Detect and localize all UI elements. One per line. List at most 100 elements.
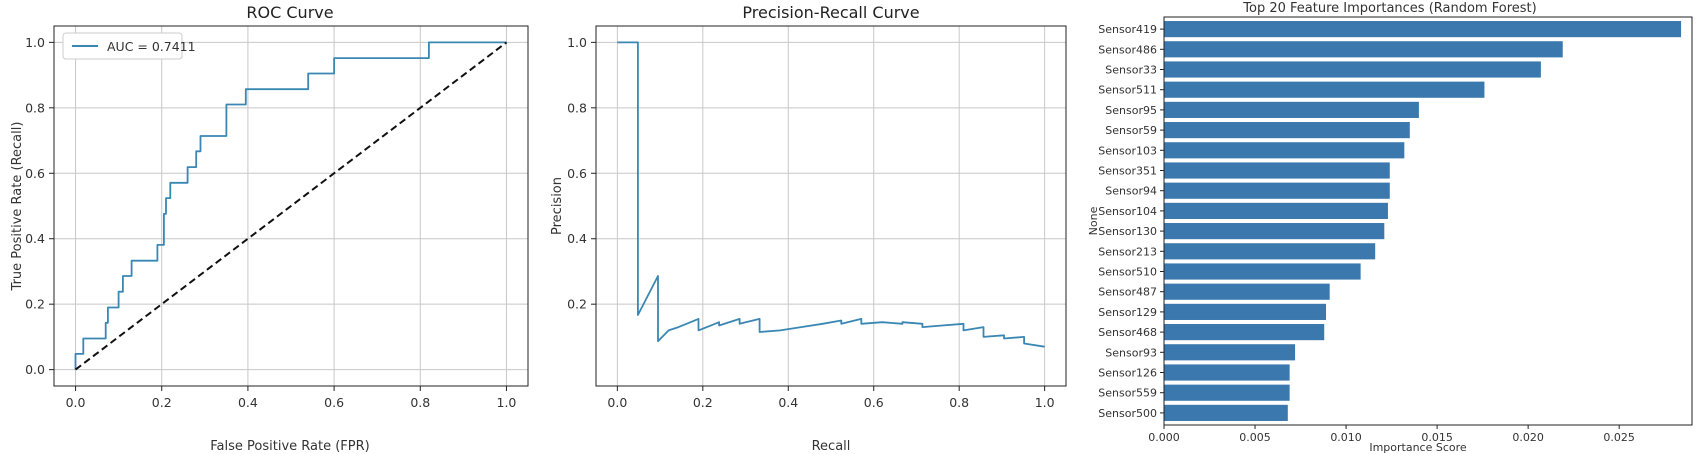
roc-legend-label: AUC = 0.7411	[107, 39, 196, 54]
roc-x-tick-label: 0.8	[410, 395, 430, 410]
pr-series-line	[617, 41, 1045, 348]
fi-x-tick-label: 0.010	[1330, 431, 1362, 444]
pr-x-ticks: 0.0 0.2 0.4 0.6 0.8 1.0	[607, 386, 1055, 410]
roc-chart-title: ROC Curve	[246, 3, 333, 22]
roc-x-axis-label: False Positive Rate (FPR)	[210, 439, 369, 454]
fi-category-label: Sensor510	[1098, 266, 1157, 279]
fi-bar	[1164, 364, 1290, 381]
pr-y-tick-label: 0.2	[567, 297, 587, 312]
fi-chart-title: Top 20 Feature Importances (Random Fores…	[1242, 1, 1536, 16]
roc-x-tick-label: 1.0	[497, 395, 517, 410]
roc-y-tick-label: 0.4	[25, 231, 45, 246]
roc-diagonal-reference-line	[74, 41, 508, 371]
fi-bar	[1164, 202, 1388, 219]
fi-bar	[1164, 384, 1290, 401]
fi-x-tick-label: 0.020	[1512, 431, 1544, 444]
fi-bar	[1164, 81, 1485, 98]
fi-category-label: Sensor33	[1105, 64, 1157, 77]
roc-x-tick-label: 0.0	[66, 395, 86, 410]
fi-category-label: Sensor103	[1098, 144, 1157, 157]
fi-bar	[1164, 142, 1405, 159]
roc-y-ticks: 0.0 0.2 0.4 0.6 0.8 1.0	[25, 35, 54, 377]
pr-x-axis-label: Recall	[812, 439, 851, 454]
roc-y-tick-label: 0.0	[25, 362, 45, 377]
fi-x-ticks: 0.000 0.005 0.010 0.015 0.020 0.025	[1148, 425, 1635, 444]
roc-legend-box	[62, 32, 183, 60]
fi-bar	[1164, 324, 1325, 341]
fi-x-tick-label: 0.000	[1148, 431, 1180, 444]
fi-category-label: Sensor213	[1098, 245, 1157, 258]
roc-y-axis-label: True Positive Rate (Recall)	[10, 122, 25, 292]
fi-y-axis-label: None	[1087, 206, 1100, 235]
pr-x-tick-label: 0.2	[693, 395, 713, 410]
pr-chart-title: Precision-Recall Curve	[742, 3, 919, 22]
roc-x-tick-label: 0.6	[324, 395, 344, 410]
fi-category-label: Sensor93	[1105, 346, 1157, 359]
fi-category-label: Sensor351	[1098, 165, 1157, 178]
roc-series-line	[74, 41, 507, 370]
roc-x-tick-label: 0.4	[238, 395, 258, 410]
fi-bar	[1164, 283, 1330, 300]
fi-x-tick-label: 0.005	[1239, 431, 1271, 444]
roc-legend: AUC = 0.7411	[62, 32, 196, 60]
fi-category-label: Sensor130	[1098, 225, 1157, 238]
pr-x-tick-label: 0.4	[778, 395, 798, 410]
roc-curve-panel: ROC Curve 0.0 0.2 0.4 0.6 0.8 1.0 0.00.20.40.…	[10, 3, 529, 454]
roc-y-tick-label: 0.2	[25, 297, 45, 312]
roc-y-tick-label: 0.8	[25, 100, 45, 115]
pr-y-tick-label: 1.0	[567, 35, 587, 50]
fi-bar	[1164, 303, 1327, 320]
pr-y-tick-label: 0.4	[567, 231, 587, 246]
pr-y-ticks: 0.2 0.4 0.6 0.8 1.0	[567, 35, 596, 312]
fi-x-axis-label: Importance Score	[1369, 441, 1467, 454]
pr-plot-frame	[595, 25, 1067, 387]
fi-category-label: Sensor59	[1105, 124, 1157, 137]
pr-x-tick-label: 0.0	[607, 395, 627, 410]
fi-bar	[1164, 122, 1410, 139]
fi-category-labels: Sensor419 Sensor486 Sensor33 Sensor511 Senso…	[1098, 23, 1164, 420]
pr-y-tick-label: 0.6	[567, 166, 587, 181]
pr-plot-area	[617, 41, 1045, 348]
fi-category-label: Sensor419	[1098, 23, 1157, 36]
fi-category-label: Sensor95	[1105, 104, 1157, 117]
pr-x-tick-label: 0.6	[864, 395, 884, 410]
fi-category-label: Sensor487	[1098, 286, 1157, 299]
fi-x-tick-label: 0.025	[1603, 431, 1635, 444]
fi-category-label: Sensor104	[1098, 205, 1157, 218]
roc-y-tick-label: 0.6	[25, 166, 45, 181]
roc-x-ticks: 0.0 0.2 0.4 0.6 0.8 1.0	[66, 386, 517, 410]
fi-category-label: Sensor559	[1098, 387, 1157, 400]
fi-category-label: Sensor468	[1098, 326, 1157, 339]
fi-bar	[1164, 61, 1541, 78]
fi-bars	[1164, 21, 1682, 421]
fi-category-label: Sensor500	[1098, 407, 1157, 420]
fi-bar	[1164, 21, 1682, 38]
pr-y-tick-label: 0.8	[567, 100, 587, 115]
fi-x-tick-label: 0.015	[1421, 431, 1453, 444]
fi-bar	[1164, 243, 1376, 260]
pr-x-tick-label: 1.0	[1035, 395, 1055, 410]
fi-bar	[1164, 404, 1288, 421]
fi-category-label: Sensor126	[1098, 367, 1157, 380]
fi-plot-frame	[1163, 16, 1693, 426]
roc-x-tick-label: 0.2	[152, 395, 172, 410]
fi-category-label: Sensor486	[1098, 43, 1157, 56]
fi-bar	[1164, 162, 1390, 179]
roc-y-tick-label: 1.0	[25, 35, 45, 50]
pr-y-axis-label: Precision	[550, 177, 565, 235]
fi-category-label: Sensor129	[1098, 306, 1157, 319]
fi-bar	[1164, 41, 1563, 58]
roc-plot-area	[74, 41, 508, 371]
fi-bar	[1164, 182, 1390, 199]
fi-bar	[1164, 223, 1385, 240]
pr-gridlines	[596, 26, 1066, 386]
roc-plot-frame	[53, 25, 529, 387]
fi-category-label: Sensor511	[1098, 84, 1157, 97]
fi-bar	[1164, 101, 1419, 118]
fi-bar	[1164, 344, 1296, 361]
pr-x-tick-label: 0.8	[949, 395, 969, 410]
feature-importance-panel: Top 20 Feature Importances (Random Fores…	[1087, 1, 1693, 454]
precision-recall-panel: Precision-Recall Curve 0.0 0.2 0.4 0.6 0.8 1.…	[550, 3, 1067, 454]
fi-bar	[1164, 263, 1361, 280]
